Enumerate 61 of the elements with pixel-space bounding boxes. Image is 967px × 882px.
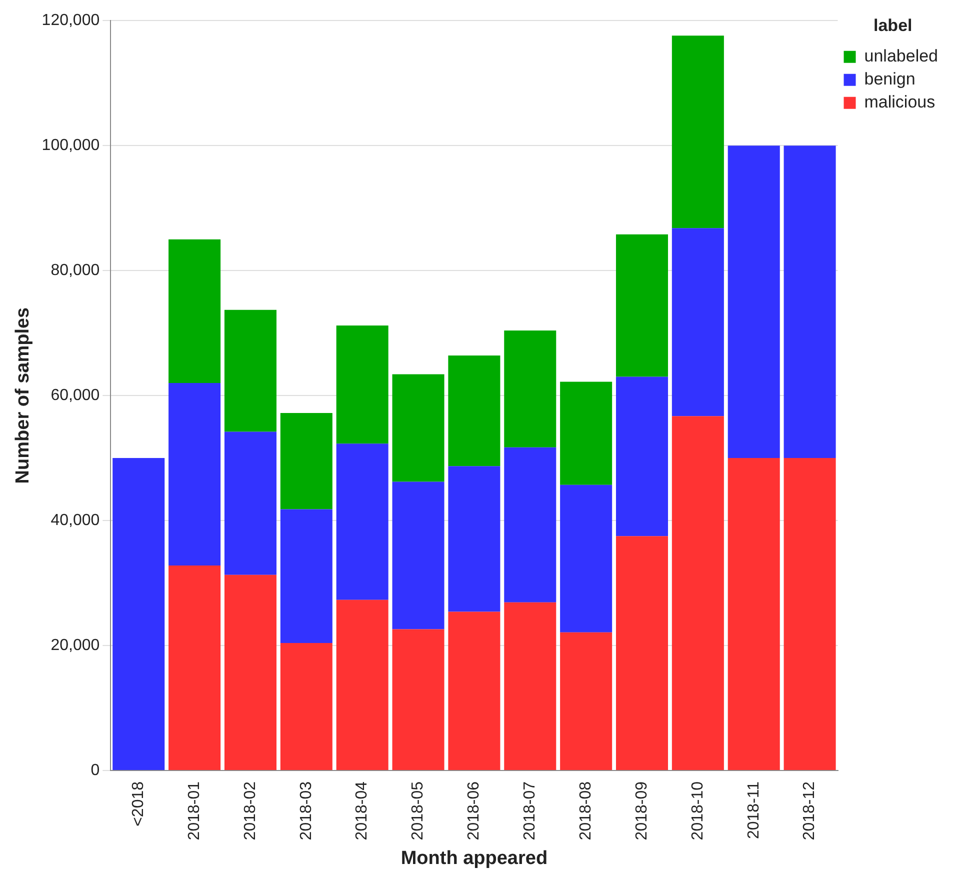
bar xyxy=(336,600,388,770)
bar xyxy=(616,376,668,536)
bar xyxy=(784,458,836,770)
x-tick-label: 2018-06 xyxy=(466,781,483,840)
x-tick-label: 2018-01 xyxy=(186,781,203,840)
x-tick-label: 2018-09 xyxy=(633,781,650,840)
bar xyxy=(392,482,444,630)
bar xyxy=(504,447,556,602)
y-axis-title: Number of samples xyxy=(12,307,34,484)
x-tick-label: 2018-03 xyxy=(298,781,315,840)
bar xyxy=(168,239,221,384)
bar xyxy=(448,356,500,466)
y-tick-label: 20,000 xyxy=(50,636,100,654)
legend-label: unlabeled xyxy=(864,46,938,66)
x-tick-label: 2018-02 xyxy=(242,781,259,840)
x-tick-label: 2018-07 xyxy=(522,781,539,840)
x-tick-label: 2018-04 xyxy=(354,781,371,840)
bar xyxy=(168,566,221,770)
bar xyxy=(784,146,836,458)
legend-title: label xyxy=(874,16,912,36)
bar xyxy=(448,612,500,770)
bar xyxy=(560,632,612,770)
bar xyxy=(560,382,612,485)
bar xyxy=(224,574,276,770)
y-tick-label: 0 xyxy=(90,762,100,779)
legend-label: benign xyxy=(864,70,916,89)
bar xyxy=(336,326,388,444)
y-tick-label: 100,000 xyxy=(42,136,100,154)
bar xyxy=(616,234,668,377)
x-tick-label: <2018 xyxy=(130,781,148,826)
bar xyxy=(672,36,724,228)
bar xyxy=(280,643,332,770)
bar xyxy=(224,432,276,575)
x-tick-label: 2018-11 xyxy=(745,781,762,840)
y-tick-label: 40,000 xyxy=(50,512,100,529)
bar xyxy=(728,458,780,770)
bar xyxy=(168,383,221,566)
y-tick-label: 60,000 xyxy=(50,386,100,404)
x-tick-label: 2018-12 xyxy=(801,781,818,840)
bar xyxy=(224,310,276,432)
y-tick-label: 120,000 xyxy=(42,12,100,30)
bar xyxy=(392,374,444,482)
bar xyxy=(672,416,724,770)
legend-label: malicious xyxy=(864,92,936,112)
bar xyxy=(504,602,556,770)
bar xyxy=(280,413,332,510)
x-axis-title: Month appeared xyxy=(400,848,548,869)
y-tick-label: 80,000 xyxy=(50,262,100,279)
bar xyxy=(728,146,780,458)
bar xyxy=(112,458,165,770)
x-tick-label: 2018-05 xyxy=(410,781,427,840)
x-tick-label: 2018-10 xyxy=(689,781,706,840)
bar xyxy=(336,444,388,600)
bar xyxy=(392,629,444,770)
bar xyxy=(504,330,556,448)
bar xyxy=(616,536,668,770)
bar xyxy=(672,228,724,416)
x-tick-label: 2018-08 xyxy=(577,781,594,840)
bar xyxy=(448,466,500,612)
bar xyxy=(560,484,612,632)
bar xyxy=(280,509,332,643)
